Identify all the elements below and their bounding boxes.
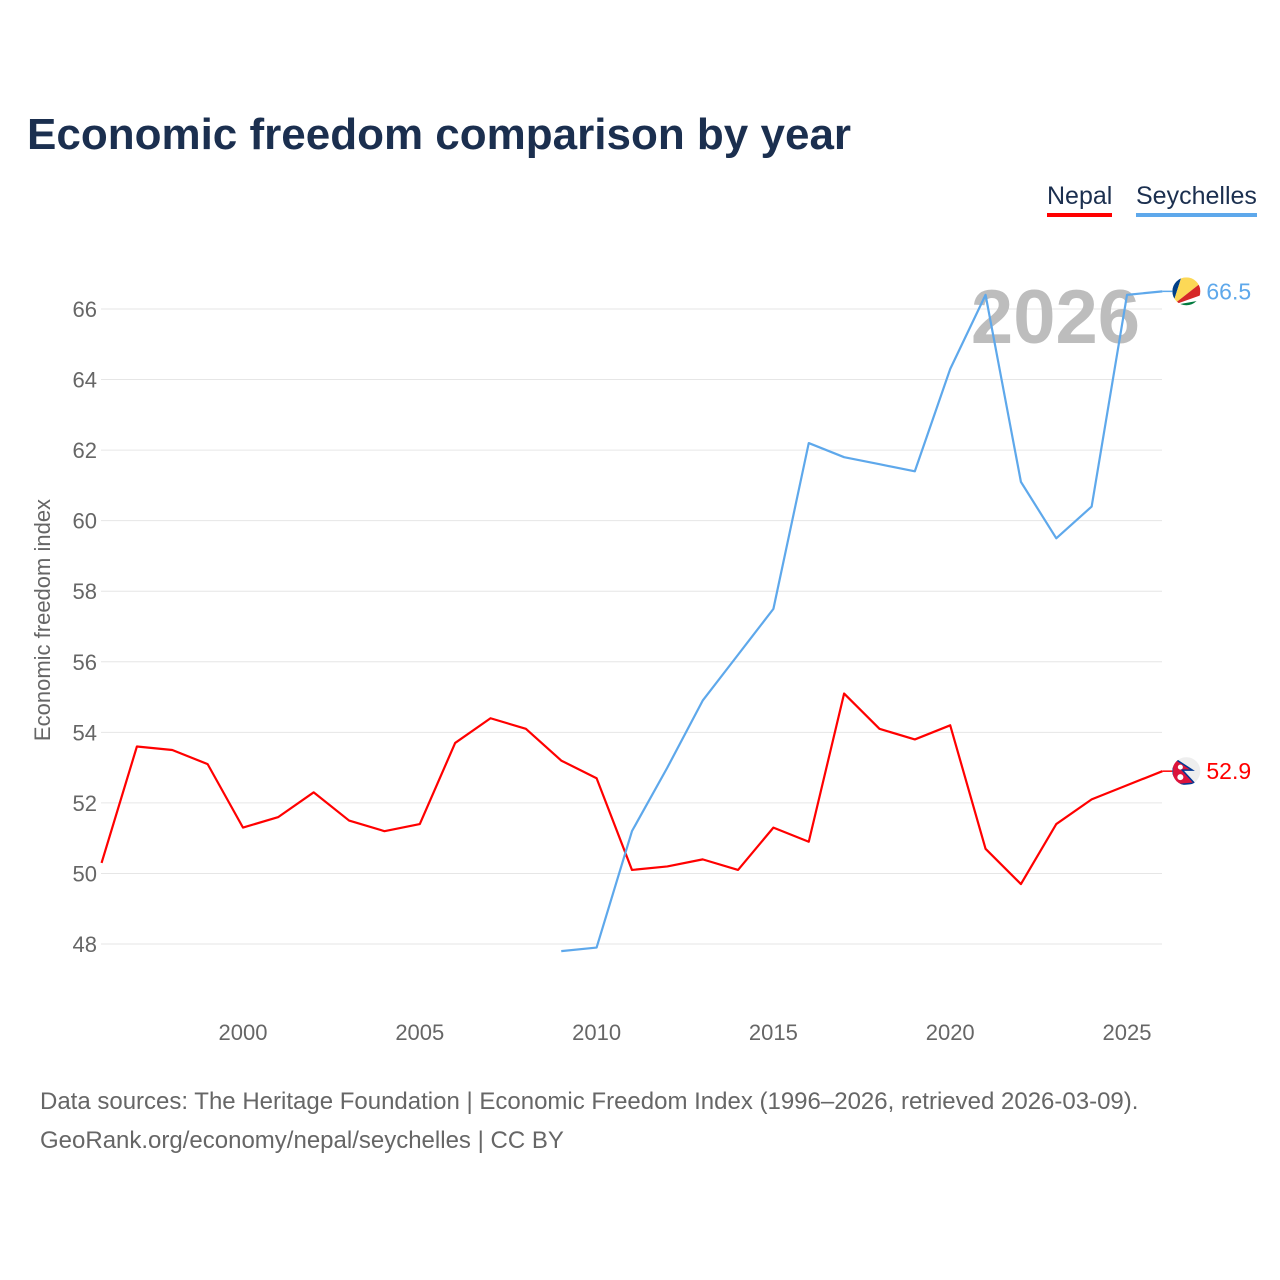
x-tick-label: 2025: [1103, 1020, 1152, 1045]
flag-body: [1172, 277, 1201, 306]
x-tick-label: 2010: [572, 1020, 621, 1045]
x-tick-label: 2015: [749, 1020, 798, 1045]
y-tick-label: 52: [73, 791, 97, 816]
x-tick-label: 2005: [395, 1020, 444, 1045]
y-tick-label: 60: [73, 509, 97, 534]
y-tick-label: 62: [73, 438, 97, 463]
end-value-label-nepal: 52.9: [1206, 758, 1251, 784]
series-line-nepal: [100, 692, 1163, 886]
y-tick-label: 66: [73, 297, 97, 322]
y-axis-label: Economic freedom index: [30, 499, 55, 741]
legend-seychelles[interactable]: Seychelles: [1136, 182, 1257, 217]
chart-title: Economic freedom comparison by year: [27, 110, 852, 159]
flag-body: [1172, 757, 1201, 786]
source-link[interactable]: GeoRank.org/economy/nepal/seychelles | C…: [40, 1127, 564, 1154]
y-tick-label: 54: [73, 720, 97, 745]
y-tick-label: 56: [73, 650, 97, 675]
end-value-label-seychelles: 66.5: [1206, 278, 1251, 304]
y-tick-label: 58: [73, 579, 97, 604]
flag-moon: [1177, 764, 1183, 770]
y-tick-label: 50: [73, 861, 97, 886]
flag-yellow: [1172, 277, 1201, 306]
x-tick-label: 2020: [926, 1020, 975, 1045]
seychelles-flag-icon: [1172, 277, 1201, 306]
source-note: Data sources: The Heritage Foundation | …: [40, 1088, 1139, 1115]
year-watermark: 2026: [971, 275, 1140, 360]
y-tick-label: 48: [73, 932, 97, 957]
legend-nepal[interactable]: Nepal: [1047, 182, 1113, 217]
series-line-seychelles: [561, 290, 1163, 953]
flag-sun: [1177, 774, 1184, 781]
nepal-flag-icon: [1172, 757, 1201, 786]
y-tick-label: 64: [73, 368, 97, 393]
x-tick-label: 2000: [219, 1020, 268, 1045]
flag-red: [1172, 283, 1201, 306]
